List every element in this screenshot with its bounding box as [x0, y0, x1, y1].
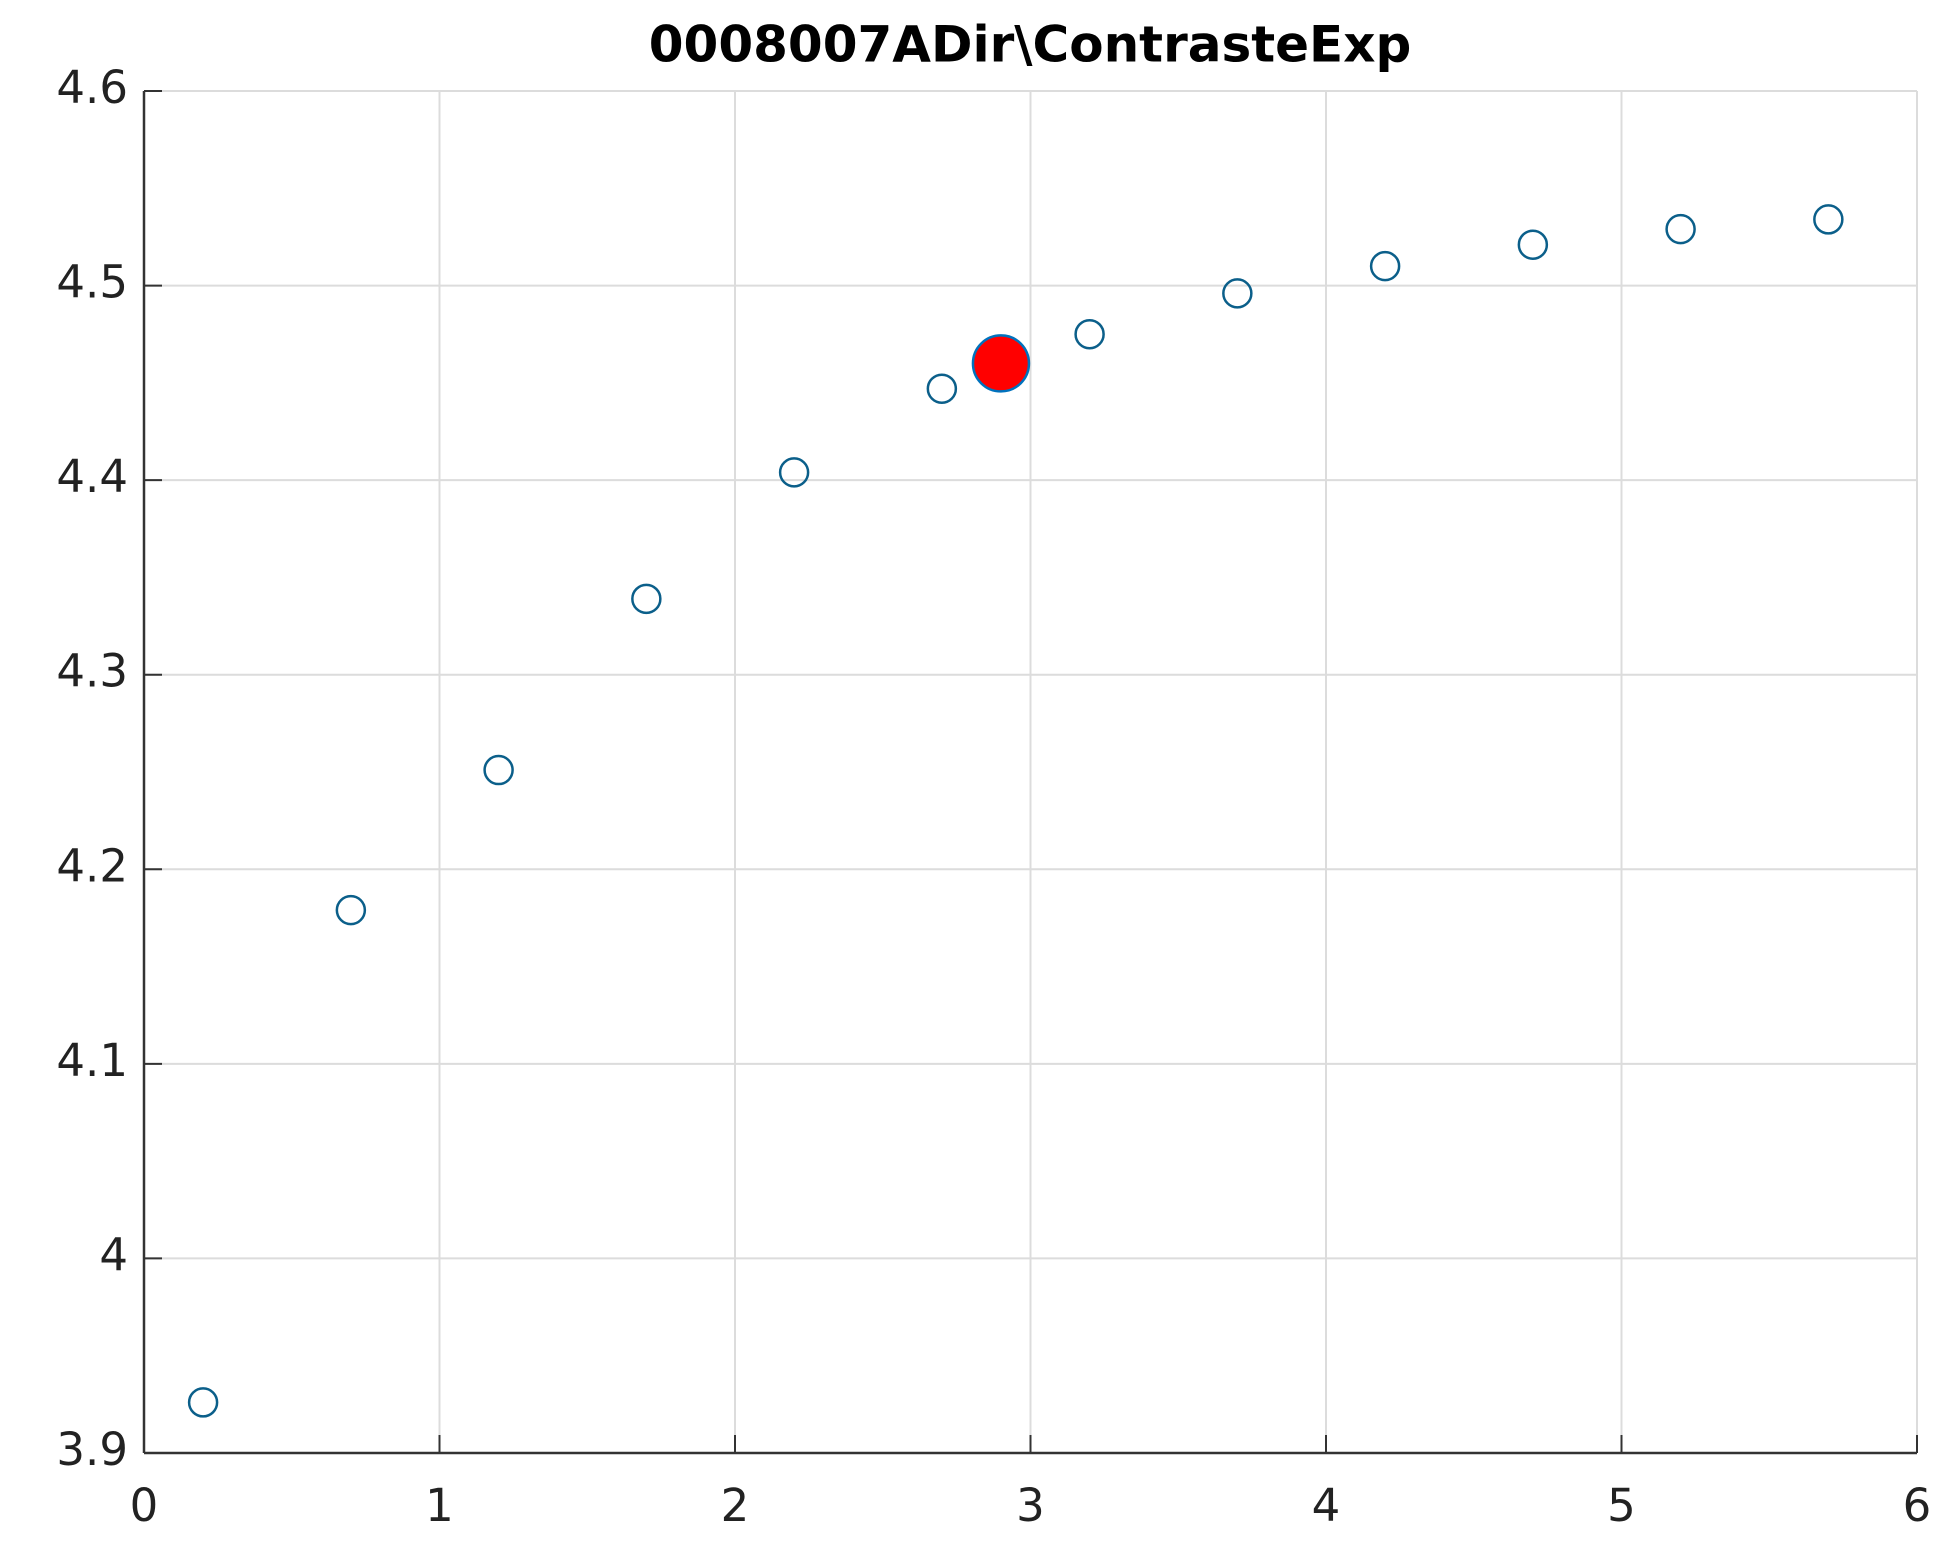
point [631, 583, 662, 615]
point [1517, 229, 1549, 260]
x-tick-label: 0 [130, 1479, 159, 1532]
point [926, 373, 958, 404]
x-tick-label: 3 [1016, 1479, 1045, 1532]
x-tick-label: 2 [721, 1479, 750, 1532]
highlight-point [971, 334, 1031, 393]
point [483, 754, 514, 786]
y-tick-label: 4.4 [56, 450, 128, 503]
y-tick-label: 4.2 [56, 839, 128, 892]
y-tick-label: 4.5 [56, 256, 128, 309]
point [1813, 204, 1844, 235]
x-tick-label: 6 [1903, 1479, 1932, 1532]
point [187, 1387, 219, 1418]
point [778, 457, 810, 488]
point [1074, 318, 1105, 350]
y-tick-label: 4.1 [56, 1034, 128, 1087]
y-tick-label: 4.3 [56, 645, 128, 698]
point [1369, 250, 1401, 282]
x-tick-label: 4 [1312, 1479, 1341, 1532]
x-tick-label: 1 [425, 1479, 454, 1532]
point [335, 894, 367, 926]
y-tick-label: 3.9 [56, 1423, 128, 1476]
y-tick-label: 4.6 [56, 61, 128, 114]
chart-title: 0008007ADir\ContrasteExp [649, 16, 1412, 74]
point [1222, 278, 1253, 309]
point [1665, 213, 1696, 245]
y-tick-label: 4 [99, 1228, 128, 1281]
x-tick-label: 5 [1607, 1479, 1636, 1532]
